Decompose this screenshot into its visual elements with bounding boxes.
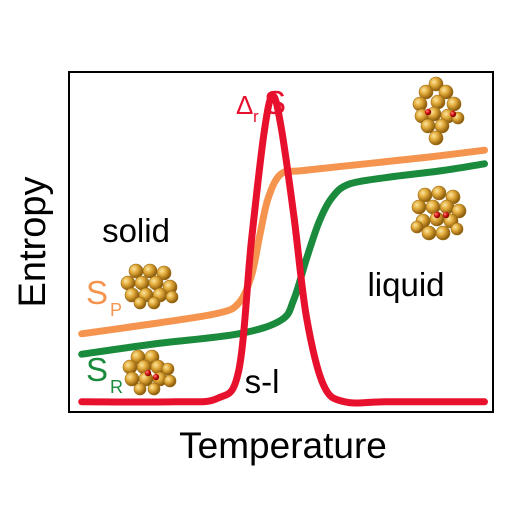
cluster-icon-sr [122,349,177,396]
gold-atom [418,84,434,100]
gold-atom [161,362,175,376]
series-line-sr [78,160,488,358]
series-label-sp-sub: P [110,300,122,320]
gold-atom [431,185,447,201]
oxygen-atom [144,369,152,377]
x-axis-label: Temperature [179,425,387,466]
series-label-sp-main: S [86,274,108,311]
series-label-sr-sub: R [110,377,123,397]
oxygen-atom [442,211,450,219]
gold-atom [450,222,464,236]
gold-atom [451,203,467,219]
series-label-drs-main: Δ [236,90,253,120]
gold-atom [438,84,454,100]
gold-atom [428,130,444,146]
gold-atom [412,96,428,112]
oxygen-atom [449,110,457,118]
series-label-sp: S P [86,274,122,320]
annotation-liquid: liquid [367,266,444,303]
oxygen-atom [433,211,441,219]
gold-atom [411,199,427,215]
gold-atom [163,374,177,388]
gold-atom [428,76,444,92]
gold-atom [147,296,161,310]
series-label-drs-sub: r [253,107,259,126]
cluster-icon-right [410,185,467,241]
gold-atom [156,265,172,281]
y-axis-label: Entropy [12,177,54,308]
series-line-sp [78,146,488,338]
clusters-layer [120,76,467,396]
gold-atom [410,220,424,234]
gold-atom [434,118,450,134]
series-label-sr: S R [86,351,123,397]
gold-atom [147,382,161,396]
cluster-icon-top-right [412,76,465,146]
oxygen-atom [152,373,160,381]
series-label-sr-main: S [86,351,108,388]
series-label-drs-tail: S [264,84,286,121]
gold-atom [133,382,147,396]
gold-atom [435,225,451,241]
series-line-drs [78,92,488,407]
gold-atom [133,296,147,310]
gold-atom [421,225,437,241]
annotation-solid: solid [102,212,170,249]
gold-atom [122,359,138,375]
series-label-drs: Δ r S [236,84,286,126]
annotation-transition: s-l [245,363,280,400]
series-layer [78,92,488,407]
cluster-icon-sp [120,263,179,310]
gold-atom [420,118,436,134]
oxygen-atom [424,108,432,116]
gold-atom [165,290,179,304]
